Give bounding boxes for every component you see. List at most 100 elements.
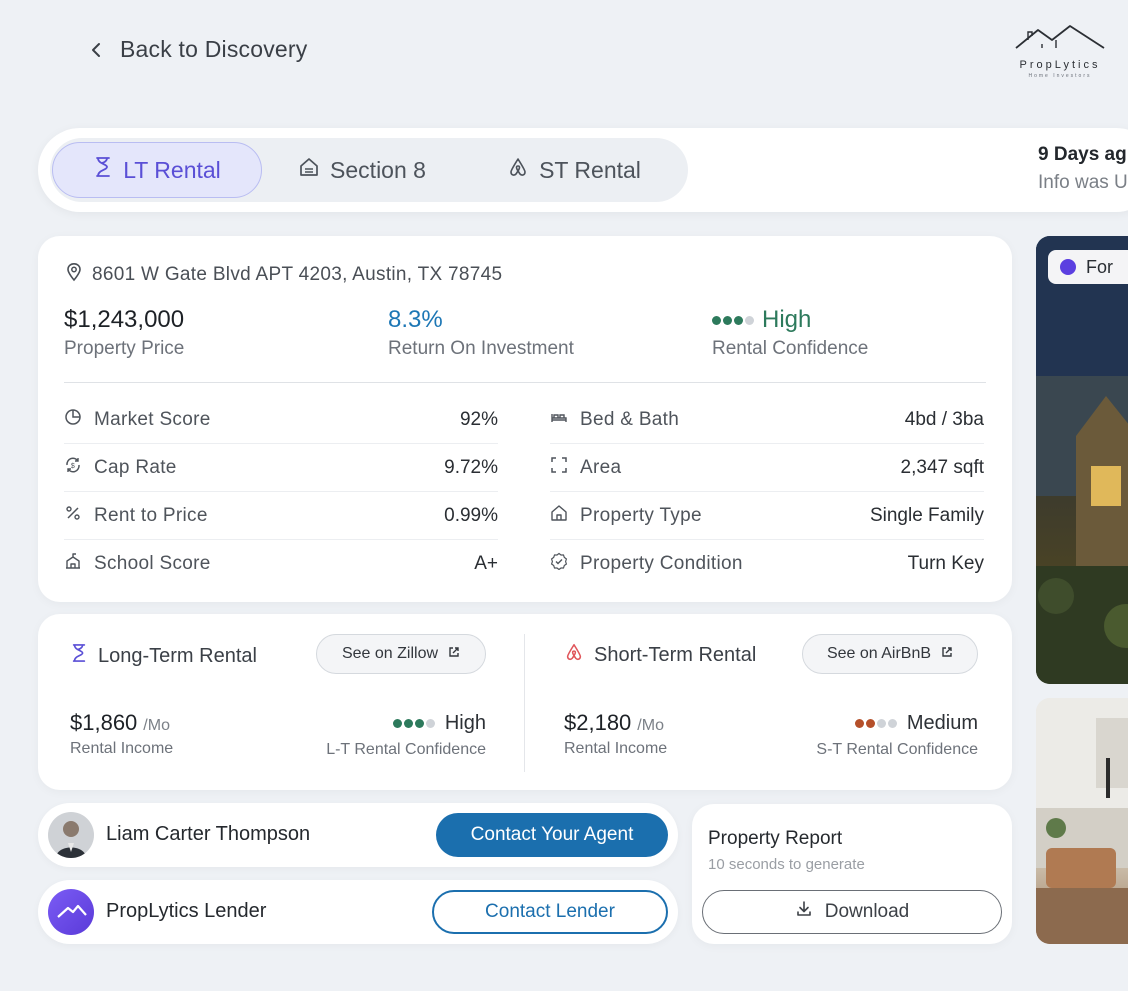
updated-days: 9 Days ag (1038, 144, 1127, 165)
confidence-dots-icon (392, 719, 435, 728)
area-icon (550, 456, 568, 480)
download-icon (795, 900, 813, 924)
short-term-title: Short-Term Rental (594, 643, 757, 666)
lt-income-value: $1,860 (70, 710, 138, 735)
listing-status-badge: For (1048, 250, 1128, 284)
metric-value: 92% (459, 408, 498, 430)
cap-rate-icon: $ (64, 456, 82, 480)
percent-icon (64, 504, 82, 528)
pie-chart-icon (64, 408, 82, 432)
property-address: 8601 W Gate Blvd APT 4203, Austin, TX 78… (66, 262, 502, 288)
property-exterior-photo[interactable]: For (1036, 236, 1128, 684)
lt-income-label: Rental Income (70, 740, 174, 757)
airbnb-link-label: See on AirBnB (826, 645, 932, 662)
metric-value: 4bd / 3ba (904, 408, 984, 430)
roi-label: Return On Investment (388, 338, 574, 359)
st-confidence-value: Medium (906, 712, 978, 734)
updated-note: Info was U (1038, 172, 1128, 193)
rental-confidence-kpi: High Rental Confidence (712, 306, 868, 360)
last-updated-info: 9 Days ag Info was U (1038, 144, 1128, 194)
chevron-left-icon (88, 42, 104, 58)
tab-label: ST Rental (539, 156, 641, 183)
metric-label: Property Type (580, 504, 702, 526)
listing-status-text: For (1086, 256, 1113, 277)
contact-lender-button[interactable]: Contact Lender (432, 890, 668, 934)
rental-comparison-card: Long-Term Rental See on Zillow $1,860/Mo… (38, 614, 1012, 790)
airbnb-icon (564, 642, 584, 668)
st-rental-confidence: Medium S-T Rental Confidence (780, 712, 978, 759)
property-interior-photo[interactable] (1036, 698, 1128, 944)
metric-row-rent-to-price: Rent to Price 0.99% (64, 492, 498, 540)
location-pin-icon (66, 262, 82, 288)
agent-card: Liam Carter Thompson Contact Your Agent (38, 803, 678, 867)
property-price-kpi: $1,243,000 Property Price (64, 306, 184, 360)
external-link-icon (941, 645, 953, 663)
report-subtitle: 10 seconds to generate (708, 856, 865, 873)
metric-row-cap-rate: $ Cap Rate 9.72% (64, 444, 498, 492)
tab-lt-rental[interactable]: LT Rental (52, 142, 262, 198)
tab-st-rental[interactable]: ST Rental (462, 142, 686, 198)
section-8-house-icon (298, 156, 320, 184)
see-on-airbnb-button[interactable]: See on AirBnB (802, 634, 978, 674)
lender-name: PropLytics Lender (106, 900, 267, 922)
roi-kpi: 8.3% Return On Investment (388, 306, 574, 360)
st-income-label: Rental Income (564, 740, 668, 757)
lender-card: PropLytics Lender Contact Lender (38, 880, 678, 944)
airbnb-icon (507, 156, 529, 184)
rental-type-tabs: LT Rental Section 8 ST Rental (50, 138, 688, 202)
property-price-label: Property Price (64, 338, 185, 359)
contact-agent-button[interactable]: Contact Your Agent (436, 813, 668, 857)
long-term-rental-icon (70, 642, 88, 670)
tab-label: Section 8 (330, 156, 426, 183)
address-text: 8601 W Gate Blvd APT 4203, Austin, TX 78… (92, 264, 503, 285)
metric-value: 0.99% (444, 504, 498, 526)
lt-rental-confidence: High L-T Rental Confidence (300, 712, 486, 759)
metric-row-area: Area 2,347 sqft (550, 444, 984, 492)
confidence-dots-icon (854, 719, 897, 728)
st-rental-income: $2,180/Mo Rental Income (564, 710, 667, 758)
divider (64, 382, 986, 383)
back-to-discovery-link[interactable]: Back to Discovery (88, 36, 307, 63)
metric-label: Market Score (94, 408, 211, 430)
st-confidence-label: S-T Rental Confidence (816, 741, 978, 758)
house-icon (550, 504, 568, 528)
logo-brand: PropLytics (1019, 59, 1101, 71)
metric-label: Property Condition (580, 553, 743, 574)
lt-confidence-value: High (444, 712, 486, 734)
roi-value: 8.3% (388, 306, 443, 333)
metric-value: 2,347 sqft (900, 456, 984, 478)
lender-avatar (48, 889, 94, 935)
property-price: $1,243,000 (64, 306, 185, 333)
tab-section-8[interactable]: Section 8 (262, 142, 462, 198)
metric-row-school-score: School Score A+ (64, 540, 498, 588)
proplytics-logo: PropLytics Home Investors (1008, 22, 1112, 84)
metric-value: Turn Key (907, 553, 984, 574)
long-term-rental-icon (93, 155, 113, 185)
metric-label: Rent to Price (94, 504, 208, 526)
external-link-icon (448, 645, 460, 663)
st-income-per: /Mo (637, 717, 664, 734)
tab-label: LT Rental (123, 156, 221, 183)
back-label: Back to Discovery (120, 36, 308, 62)
download-report-button[interactable]: Download (702, 890, 1002, 934)
metric-value: A+ (474, 553, 498, 574)
logo-sub: Home Investors (1028, 73, 1092, 79)
metric-label: Cap Rate (94, 456, 177, 478)
lt-rental-income: $1,860/Mo Rental Income (70, 710, 173, 758)
metric-label: Area (580, 456, 622, 478)
check-badge-icon (550, 552, 568, 576)
metric-label: School Score (94, 553, 211, 574)
short-term-rental-header: Short-Term Rental (564, 642, 756, 668)
metric-row-market-score: Market Score 92% (64, 396, 498, 444)
confidence-dots-icon (712, 315, 754, 325)
property-report-card: Property Report 10 seconds to generate D… (692, 804, 1012, 944)
house-roof-logo-icon (1015, 25, 1105, 49)
see-on-zillow-button[interactable]: See on Zillow (316, 634, 486, 674)
school-icon (64, 552, 82, 576)
status-dot-icon (1060, 259, 1076, 275)
confidence-label: Rental Confidence (712, 338, 869, 359)
agent-name: Liam Carter Thompson (106, 823, 311, 845)
svg-text:$: $ (71, 463, 75, 470)
download-label: Download (824, 901, 910, 922)
